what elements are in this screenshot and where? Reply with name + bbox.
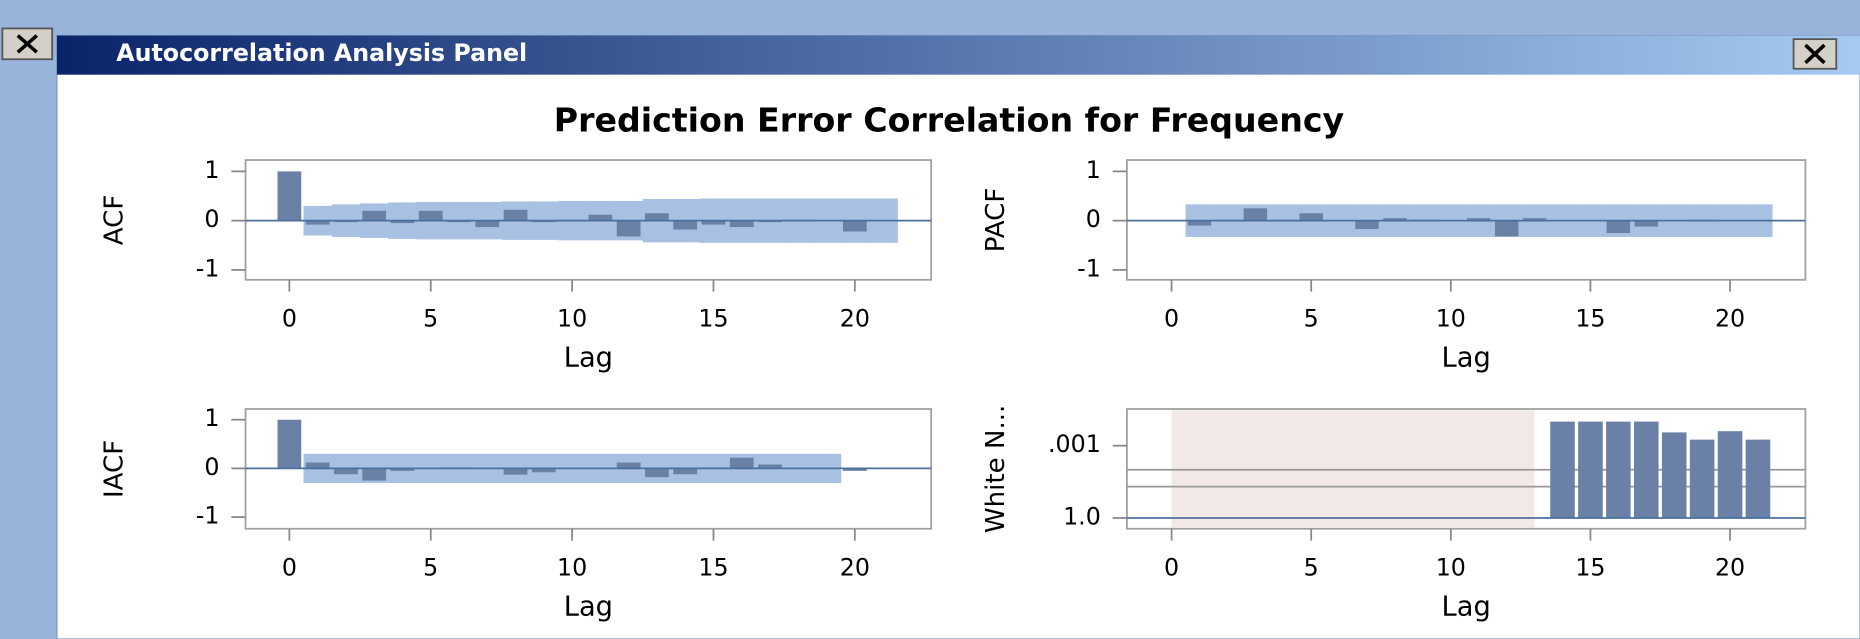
bar [1606, 220, 1631, 233]
bar [418, 210, 443, 221]
y-tick-label: 1.0 [1063, 502, 1101, 530]
x-tick-label: 5 [423, 305, 438, 333]
y-tick-label: 1 [204, 156, 219, 184]
bar [305, 220, 330, 225]
bar [1383, 218, 1407, 221]
x-tick-label: 0 [282, 554, 297, 582]
x-tick-label: 20 [840, 305, 870, 333]
bar [842, 468, 867, 471]
bar [673, 468, 698, 475]
y-tick-label: 0 [204, 205, 219, 233]
bar [277, 171, 302, 221]
bar [1606, 421, 1631, 518]
bar [1299, 213, 1323, 221]
bar [1633, 421, 1659, 518]
bar [842, 220, 867, 232]
x-tick-label: 20 [1715, 554, 1745, 582]
bar [1522, 218, 1547, 221]
bar [1187, 220, 1212, 226]
bar [729, 220, 754, 228]
x-tick-label: 10 [1436, 554, 1466, 582]
y-tick-label: 1 [1086, 156, 1101, 184]
bar [1578, 421, 1603, 518]
x-tick-label: 0 [1164, 305, 1179, 333]
bar [305, 462, 330, 469]
bar [390, 468, 415, 471]
y-axis-label: IACF [100, 440, 130, 498]
x-tick-label: 10 [557, 305, 587, 333]
y-tick-label: -1 [196, 502, 220, 530]
y-tick-label: 0 [204, 453, 219, 481]
bar [503, 209, 528, 221]
x-axis-label: Lag [1442, 592, 1491, 623]
x-axis-label: Lag [564, 343, 613, 374]
y-tick-label: -1 [196, 254, 220, 282]
outer-close-button[interactable] [1, 27, 54, 61]
bar [645, 213, 669, 221]
x-tick-label: 15 [698, 554, 728, 582]
bar [277, 419, 302, 469]
bar [531, 468, 556, 473]
bar [758, 464, 782, 469]
bar [1550, 421, 1575, 518]
bar [1494, 220, 1519, 237]
x-tick-label: 15 [1575, 305, 1605, 333]
bar [362, 468, 387, 481]
y-axis-label: White N... [981, 405, 1011, 533]
x-tick-label: 5 [423, 554, 438, 582]
bar [645, 468, 669, 478]
panel-title: Prediction Error Correlation for Frequen… [554, 101, 1345, 140]
bar [1745, 439, 1771, 518]
bar [616, 220, 641, 237]
x-axis-label: Lag [564, 592, 613, 623]
x-tick-label: 0 [282, 305, 297, 333]
x-tick-label: 10 [1436, 305, 1466, 333]
bar [362, 210, 387, 221]
bar [1243, 208, 1268, 221]
bar [1634, 220, 1659, 227]
bar [334, 468, 358, 475]
bar [1467, 218, 1491, 221]
y-tick-label: -1 [1077, 254, 1101, 282]
bar [390, 220, 415, 224]
bar [475, 220, 500, 228]
shaded-region [1171, 410, 1535, 528]
x-tick-label: 20 [1715, 305, 1745, 333]
bar [701, 220, 726, 225]
x-axis-label: Lag [1442, 343, 1491, 374]
y-tick-label: .001 [1048, 430, 1101, 458]
bar [1661, 432, 1687, 518]
x-tick-label: 15 [698, 305, 728, 333]
title-bar [56, 35, 1860, 75]
bar [588, 214, 613, 221]
bar [1717, 431, 1743, 518]
x-tick-label: 5 [1304, 554, 1319, 582]
window-title: Autocorrelation Analysis Panel [116, 39, 527, 67]
bar [673, 220, 698, 230]
bar [503, 468, 528, 475]
x-tick-label: 0 [1164, 554, 1179, 582]
x-tick-label: 10 [557, 554, 587, 582]
bar [729, 457, 754, 469]
window [56, 34, 1860, 639]
bar [1355, 220, 1379, 230]
y-tick-label: 0 [1086, 205, 1101, 233]
x-tick-label: 5 [1304, 305, 1319, 333]
y-axis-label: ACF [100, 195, 130, 246]
bar [616, 462, 641, 469]
x-tick-label: 20 [840, 554, 870, 582]
bar [1689, 439, 1715, 518]
window-close-button[interactable] [1792, 38, 1838, 70]
y-tick-label: 1 [204, 404, 219, 432]
x-tick-label: 15 [1575, 554, 1605, 582]
y-axis-label: PACF [981, 188, 1011, 253]
